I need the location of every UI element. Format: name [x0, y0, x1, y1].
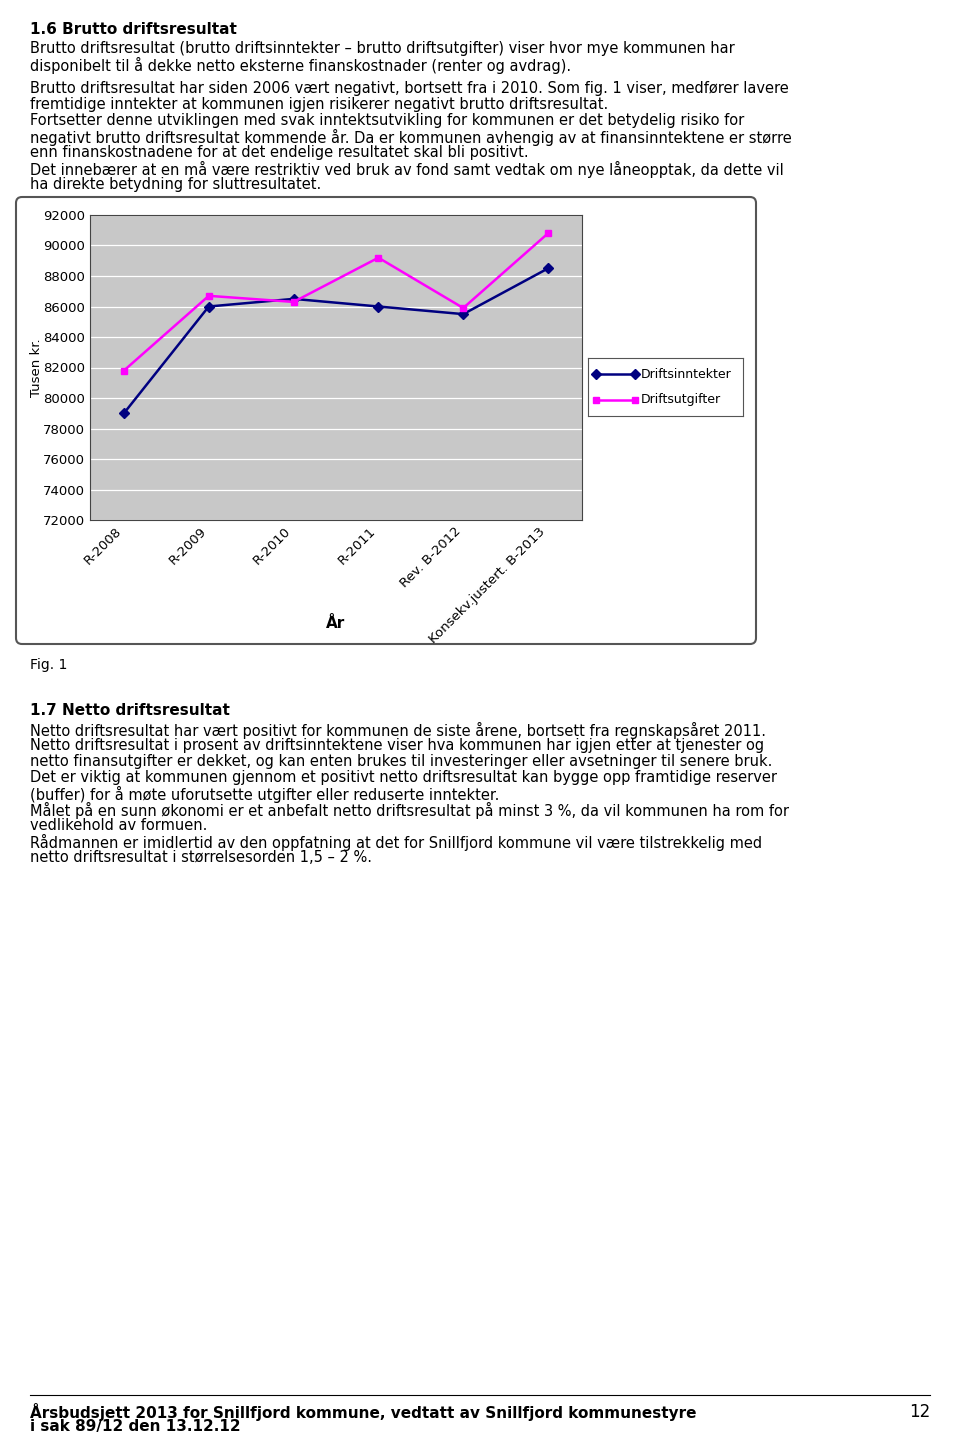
Text: 1.7 Netto driftsresultat: 1.7 Netto driftsresultat	[30, 703, 229, 717]
Text: disponibelt til å dekke netto eksterne finanskostnader (renter og avdrag).: disponibelt til å dekke netto eksterne f…	[30, 57, 571, 74]
Text: Netto driftsresultat i prosent av driftsinntektene viser hva kommunen har igjen : Netto driftsresultat i prosent av drifts…	[30, 738, 764, 754]
Text: i sak 89/12 den 13.12.12: i sak 89/12 den 13.12.12	[30, 1419, 241, 1435]
Text: Driftsinntekter: Driftsinntekter	[640, 368, 732, 381]
Text: netto driftsresultat i størrelsesorden 1,5 – 2 %.: netto driftsresultat i størrelsesorden 1…	[30, 850, 372, 866]
Text: fremtidige inntekter at kommunen igjen risikerer negativt brutto driftsresultat.: fremtidige inntekter at kommunen igjen r…	[30, 97, 609, 112]
FancyBboxPatch shape	[16, 196, 756, 645]
Text: netto finansutgifter er dekket, og kan enten brukes til investeringer eller avse: netto finansutgifter er dekket, og kan e…	[30, 754, 773, 770]
Text: Brutto driftsresultat har siden 2006 vært negativt, bortsett fra i 2010. Som fig: Brutto driftsresultat har siden 2006 vær…	[30, 81, 789, 96]
Text: (buffer) for å møte uforutsette utgifter eller reduserte inntekter.: (buffer) for å møte uforutsette utgifter…	[30, 786, 499, 803]
Text: vedlikehold av formuen.: vedlikehold av formuen.	[30, 818, 207, 834]
Text: Årsbudsjett 2013 for Snillfjord kommune, vedtatt av Snillfjord kommunestyre: Årsbudsjett 2013 for Snillfjord kommune,…	[30, 1403, 697, 1422]
Text: Netto driftsresultat har vært positivt for kommunen de siste årene, bortsett fra: Netto driftsresultat har vært positivt f…	[30, 722, 766, 739]
Text: Rådmannen er imidlertid av den oppfatning at det for Snillfjord kommune vil være: Rådmannen er imidlertid av den oppfatnin…	[30, 834, 762, 851]
Text: Målet på en sunn økonomi er et anbefalt netto driftsresultat på minst 3 %, da vi: Målet på en sunn økonomi er et anbefalt …	[30, 802, 789, 819]
Text: Det er viktig at kommunen gjennom et positivt netto driftsresultat kan bygge opp: Det er viktig at kommunen gjennom et pos…	[30, 770, 777, 786]
Text: Det innebærer at en må være restriktiv ved bruk av fond samt vedtak om nye låneo: Det innebærer at en må være restriktiv v…	[30, 162, 783, 178]
Text: Fortsetter denne utviklingen med svak inntektsutvikling for kommunen er det bety: Fortsetter denne utviklingen med svak in…	[30, 113, 744, 128]
Text: 12: 12	[909, 1403, 930, 1422]
Text: ha direkte betydning for sluttresultatet.: ha direkte betydning for sluttresultatet…	[30, 178, 322, 192]
Text: Fig. 1: Fig. 1	[30, 658, 67, 672]
Text: Tusen kr.: Tusen kr.	[30, 338, 42, 397]
Text: negativt brutto driftsresultat kommende år. Da er kommunen avhengig av at finans: negativt brutto driftsresultat kommende …	[30, 129, 792, 146]
Text: enn finanskostnadene for at det endelige resultatet skal bli positivt.: enn finanskostnadene for at det endelige…	[30, 146, 529, 160]
Text: Brutto driftsresultat (brutto driftsinntekter – brutto driftsutgifter) viser hvo: Brutto driftsresultat (brutto driftsinnt…	[30, 41, 734, 55]
Text: Driftsutgifter: Driftsutgifter	[640, 393, 721, 406]
Text: År: År	[326, 615, 346, 630]
Text: 1.6 Brutto driftsresultat: 1.6 Brutto driftsresultat	[30, 22, 237, 36]
